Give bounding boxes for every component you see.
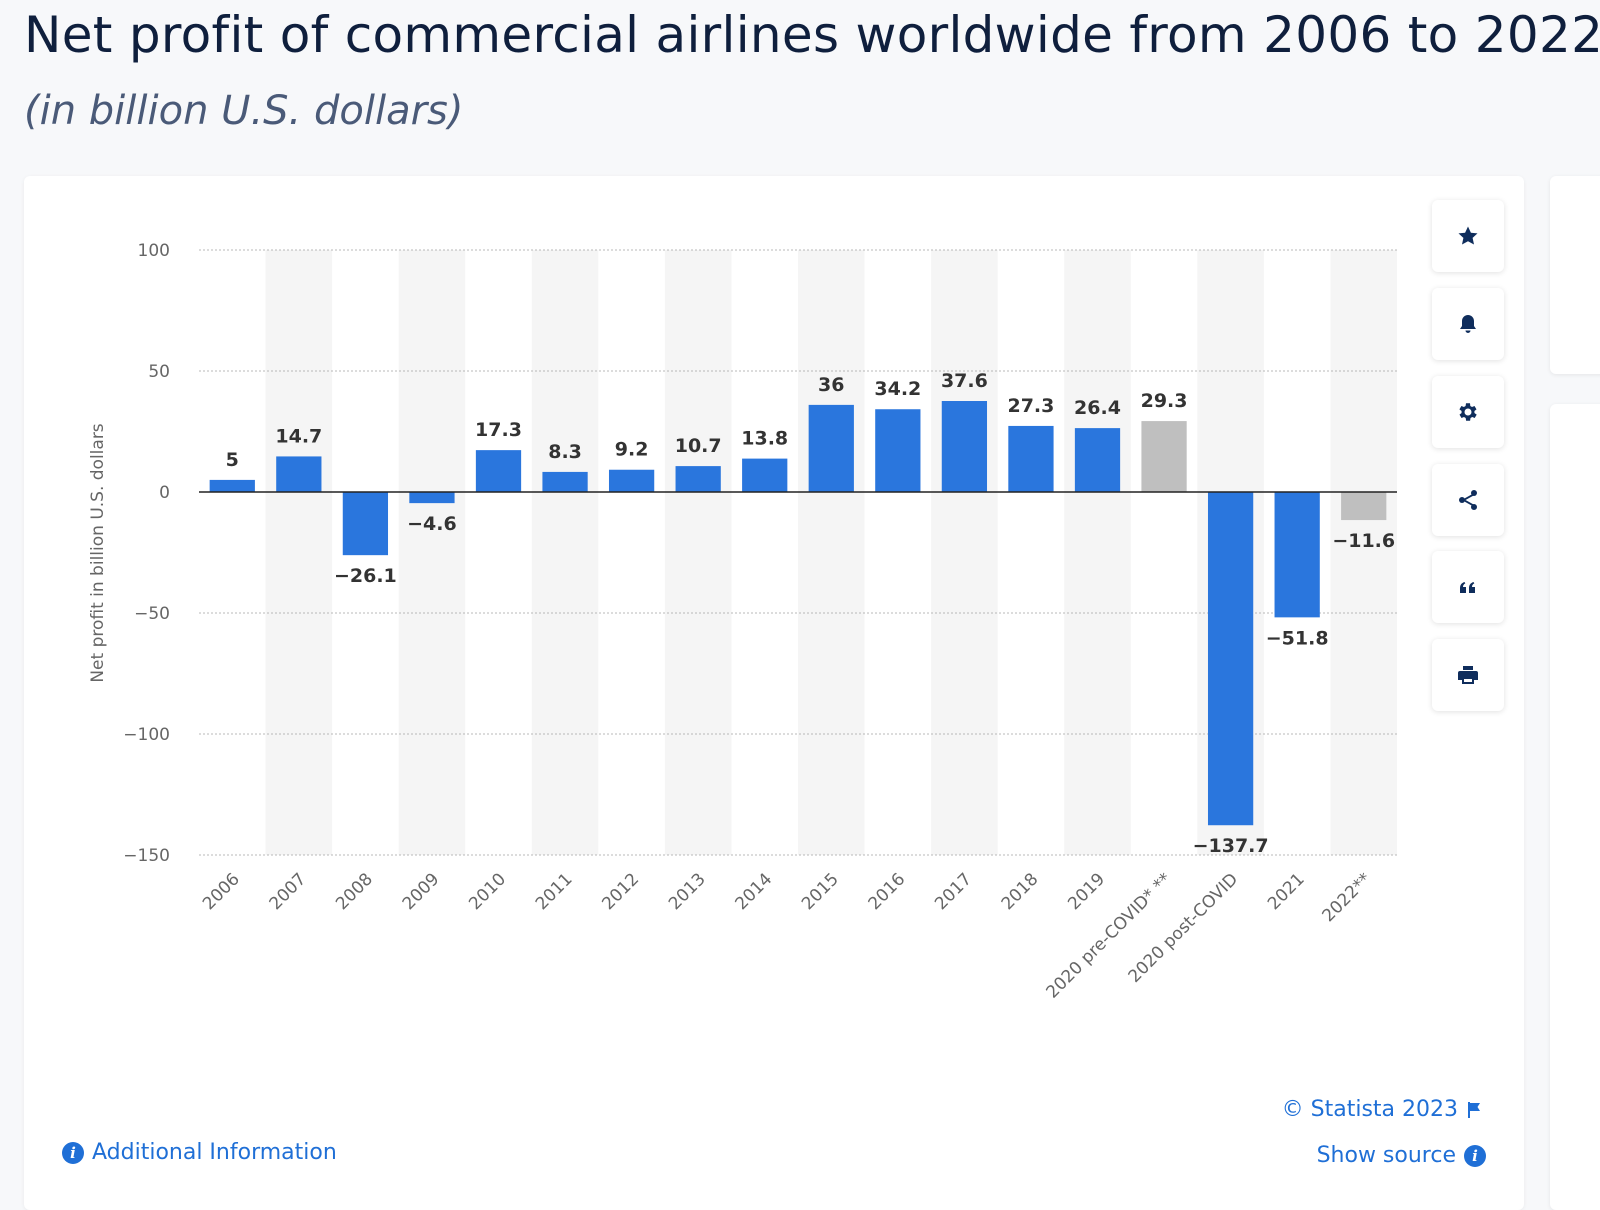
bars <box>209 401 1387 826</box>
bar[interactable] <box>1341 492 1387 521</box>
category-band <box>798 250 865 855</box>
category-band <box>1064 250 1131 855</box>
bar[interactable] <box>608 469 655 492</box>
x-tick-label: 2022** <box>1319 869 1376 926</box>
data-label: 34.2 <box>874 378 921 400</box>
category-band <box>664 250 732 855</box>
bar[interactable] <box>475 450 522 492</box>
data-label: 27.3 <box>1007 395 1054 417</box>
data-label: 9.2 <box>615 439 649 461</box>
additional-information-link[interactable]: i Additional Information <box>62 1140 337 1165</box>
notification-button[interactable] <box>1432 288 1504 360</box>
bar[interactable] <box>941 401 988 492</box>
info-icon: i <box>1464 1144 1486 1167</box>
copyright-text: © Statista 2023 <box>1281 1097 1458 1122</box>
data-label: 36 <box>818 374 844 396</box>
print-icon <box>1458 666 1478 684</box>
data-label: −137.7 <box>1193 835 1269 857</box>
side-panel-card-bottom <box>1550 404 1600 1210</box>
data-label: 17.3 <box>475 419 522 441</box>
data-label: 13.8 <box>741 428 788 450</box>
data-label: 37.6 <box>941 370 988 392</box>
data-label: −26.1 <box>334 565 397 587</box>
gear-icon <box>1459 403 1477 421</box>
bar[interactable] <box>808 404 854 492</box>
bar[interactable] <box>542 471 588 492</box>
x-tick-label: 2006 <box>199 869 244 914</box>
bar[interactable] <box>875 409 921 492</box>
data-label: 29.3 <box>1141 390 1188 412</box>
bar[interactable] <box>742 458 788 492</box>
flag-icon <box>1468 1101 1480 1118</box>
bar[interactable] <box>675 466 721 492</box>
bar[interactable] <box>1008 425 1054 492</box>
bar[interactable] <box>276 456 322 492</box>
y-tick-label: 50 <box>148 362 170 382</box>
data-label: −11.6 <box>1332 530 1395 552</box>
data-label: −51.8 <box>1266 627 1329 649</box>
show-source-text: Show source <box>1316 1143 1456 1168</box>
x-tick-label: 2007 <box>266 869 311 914</box>
x-tick-label: 2019 <box>1064 869 1109 914</box>
data-label: −4.6 <box>407 513 457 535</box>
bar[interactable] <box>1141 421 1187 492</box>
share-icon <box>1459 490 1477 510</box>
x-tick-label: 2010 <box>465 869 510 914</box>
side-panel-card-top <box>1550 176 1600 374</box>
y-tick-label: −100 <box>123 725 170 745</box>
page-subtitle: (in billion U.S. dollars) <box>24 88 464 134</box>
x-tick-label: 2020 pre-COVID* ** <box>1042 869 1175 1002</box>
category-band <box>265 250 333 855</box>
x-tick-label: 2020 post-COVID <box>1125 869 1243 987</box>
y-axis-ticks: 100 50 0 −50 −100 −150 <box>123 241 170 866</box>
bell-icon <box>1460 315 1476 333</box>
x-tick-label: 2013 <box>665 869 710 914</box>
category-band <box>531 250 599 855</box>
data-label: 10.7 <box>675 435 722 457</box>
data-label: 26.4 <box>1074 397 1121 419</box>
x-tick-label: 2008 <box>332 869 377 914</box>
data-label: 8.3 <box>548 441 582 463</box>
star-icon <box>1458 226 1478 245</box>
bar[interactable] <box>1274 492 1320 618</box>
favorite-button[interactable] <box>1432 200 1504 272</box>
category-band <box>1330 250 1397 855</box>
x-tick-label: 2011 <box>532 869 577 914</box>
additional-information-text: Additional Information <box>92 1140 337 1165</box>
category-band <box>931 250 998 855</box>
bar[interactable] <box>209 479 255 492</box>
category-band <box>398 250 466 855</box>
x-tick-label: 2017 <box>931 869 976 914</box>
quote-icon <box>1460 582 1475 593</box>
y-tick-label: −150 <box>123 846 170 866</box>
value-labels: 5 14.7 −26.1 −4.6 17.3 8.3 9.2 10.7 13.8 36 34.2 37… <box>226 370 1395 857</box>
x-tick-label: 2018 <box>998 869 1043 914</box>
y-axis-label: Net profit in billion U.S. dollars <box>88 423 108 682</box>
x-tick-label: 2021 <box>1264 869 1309 914</box>
x-tick-label: 2012 <box>598 869 643 914</box>
data-label: 5 <box>226 449 239 471</box>
x-tick-label: 2016 <box>865 869 910 914</box>
bar[interactable] <box>1074 428 1121 492</box>
y-tick-label: 100 <box>138 241 170 261</box>
bar[interactable] <box>1207 492 1254 826</box>
show-source-link[interactable]: Show source i <box>1317 1143 1486 1168</box>
x-tick-label: 2014 <box>732 869 777 914</box>
y-tick-label: −50 <box>134 604 170 624</box>
info-icon: i <box>62 1141 84 1164</box>
x-tick-label: 2009 <box>399 869 444 914</box>
print-button[interactable] <box>1432 639 1504 711</box>
copyright-link[interactable]: © Statista 2023 <box>1282 1097 1482 1122</box>
x-axis-ticks: 2006 2007 2008 2009 2010 2011 2012 2013 2014 2015… <box>199 869 1375 1002</box>
y-tick-label: 0 <box>159 483 170 503</box>
settings-button[interactable] <box>1432 376 1504 448</box>
data-label: 14.7 <box>275 425 322 447</box>
cite-button[interactable] <box>1432 551 1504 623</box>
bar-chart: 100 50 0 −50 −100 −150 5 14.7 −26.1 −4.6 17.3 8.3 9… <box>88 241 1397 1003</box>
bar[interactable] <box>342 492 389 556</box>
x-tick-label: 2015 <box>798 869 843 914</box>
page-title: Net profit of commercial airlines worldw… <box>24 6 1600 64</box>
bar[interactable] <box>409 492 455 504</box>
share-button[interactable] <box>1432 464 1504 536</box>
